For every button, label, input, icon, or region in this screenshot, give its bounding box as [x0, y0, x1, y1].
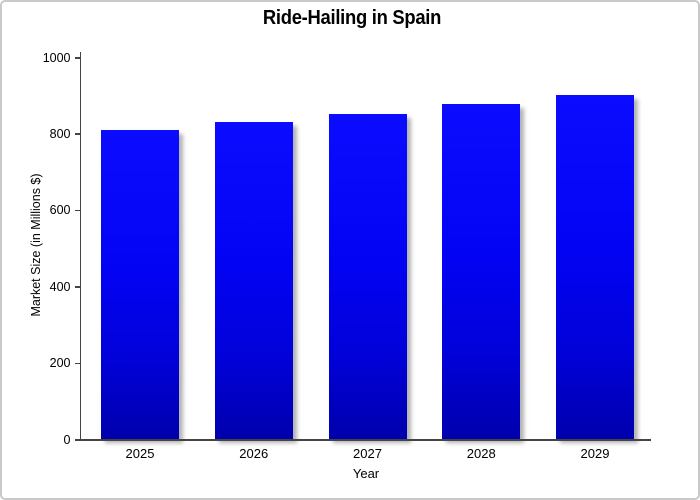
y-tick-mark: [74, 133, 80, 135]
y-tick-label: 0: [63, 432, 71, 447]
y-tick-label: 1000: [42, 50, 71, 65]
x-tick-label: 2028: [466, 446, 496, 461]
bar-2025: [101, 130, 179, 439]
x-tick-label: 2026: [239, 446, 269, 461]
y-tick-label: 400: [49, 279, 71, 294]
bar-2026: [214, 121, 293, 439]
y-tick-mark: [74, 209, 80, 212]
x-axis-title: Year: [352, 466, 380, 481]
y-axis-title: Market Size (in Millions $): [29, 173, 43, 317]
bar-2028: [442, 104, 521, 439]
x-tick-label: 2029: [580, 446, 610, 461]
y-tick-mark: [74, 362, 80, 365]
y-tick-label: 200: [49, 356, 71, 371]
chart-title: Ride-Hailing in Spain: [262, 7, 442, 29]
x-tick-label: 2027: [353, 446, 382, 461]
x-tick-label: 2025: [125, 446, 155, 461]
y-tick-label: 800: [49, 126, 71, 141]
bar-2027: [328, 113, 407, 439]
x-axis-line: [79, 439, 651, 441]
y-tick-mark: [74, 439, 80, 441]
y-axis-line: [79, 52, 81, 441]
y-tick-mark: [74, 286, 80, 288]
bar-2029: [556, 95, 634, 439]
y-tick-mark: [74, 57, 80, 59]
y-tick-label: 600: [49, 203, 71, 218]
